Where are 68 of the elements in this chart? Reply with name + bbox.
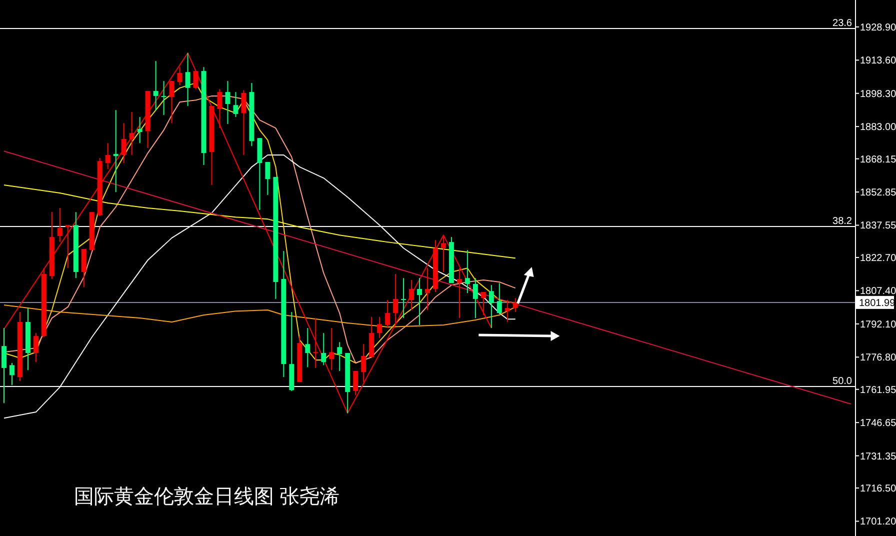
candlestick xyxy=(121,122,126,164)
candlestick xyxy=(464,250,470,294)
y-tick-label: 1807.40 xyxy=(860,286,896,298)
y-tick-label: 1792.10 xyxy=(860,319,896,330)
annotation: 23.6 xyxy=(832,18,852,29)
candlestick xyxy=(361,344,366,383)
candlestick xyxy=(305,328,310,368)
y-tick-label: 1883.00 xyxy=(860,122,896,134)
candlestick xyxy=(441,234,446,273)
candlestick xyxy=(488,284,494,329)
candlestick xyxy=(185,52,190,106)
y-tick-label: 1898.30 xyxy=(860,88,896,100)
candlestick xyxy=(425,268,430,311)
candlestick xyxy=(377,316,382,339)
candlestick xyxy=(504,300,510,322)
y-tick-label: 1822.70 xyxy=(860,252,896,264)
candlestick xyxy=(480,291,486,316)
candlestick xyxy=(2,328,6,404)
y-tick-label: 1868.15 xyxy=(860,154,896,166)
y-tick-label: 1731.35 xyxy=(860,451,896,462)
candlestick xyxy=(217,88,222,129)
candlestick xyxy=(81,248,86,288)
candlestick xyxy=(65,224,70,269)
y-tick-label: 1701.20 xyxy=(860,516,896,528)
candlestick xyxy=(401,278,406,319)
line-series xyxy=(4,52,492,414)
y-tick-label: 1746.65 xyxy=(860,418,896,430)
candlestick xyxy=(393,273,398,326)
candlestick xyxy=(417,278,422,326)
candlestick xyxy=(512,298,518,312)
candlestick xyxy=(313,318,318,368)
candlestick xyxy=(193,70,198,90)
annotation: 50.0 xyxy=(832,376,852,387)
candlestick xyxy=(321,332,326,366)
candlestick xyxy=(337,342,342,372)
candlestick xyxy=(241,90,246,156)
annotation: 38.2 xyxy=(832,216,852,227)
candlestick xyxy=(10,362,14,386)
ref-line-label: 1801.99 xyxy=(859,298,896,309)
line-series xyxy=(4,184,516,259)
y-tick-label: 1776.80 xyxy=(860,352,896,364)
candlestick xyxy=(169,80,174,124)
candlestick xyxy=(177,66,182,86)
candlestick xyxy=(161,80,166,116)
candlestick xyxy=(265,161,270,196)
candlestick xyxy=(233,92,238,118)
candlestick xyxy=(113,110,118,193)
y-tick-label: 1761.95 xyxy=(860,384,896,396)
candlestick xyxy=(33,332,38,363)
candlestick xyxy=(153,60,158,111)
y-tick-label: 1716.50 xyxy=(860,484,896,495)
candlestick xyxy=(472,278,478,319)
candlestick xyxy=(496,282,502,314)
candlestick xyxy=(353,370,358,396)
candlestick xyxy=(57,207,62,243)
y-tick-label: 1928.90 xyxy=(860,22,896,34)
candlestick xyxy=(105,142,110,170)
y-tick-label: 1852.85 xyxy=(860,188,896,199)
candlestick xyxy=(137,116,142,144)
candlestick xyxy=(329,328,334,371)
y-tick-label: 1913.60 xyxy=(860,56,896,67)
y-tick-label: 1837.55 xyxy=(860,220,896,232)
text: 国际黄金伦敦金日线图 张尧浠 xyxy=(74,486,340,508)
candlestick xyxy=(129,112,134,156)
candlestick xyxy=(225,80,230,124)
candlestick xyxy=(456,268,462,319)
candlestick xyxy=(385,300,390,329)
candlestick xyxy=(409,280,414,311)
